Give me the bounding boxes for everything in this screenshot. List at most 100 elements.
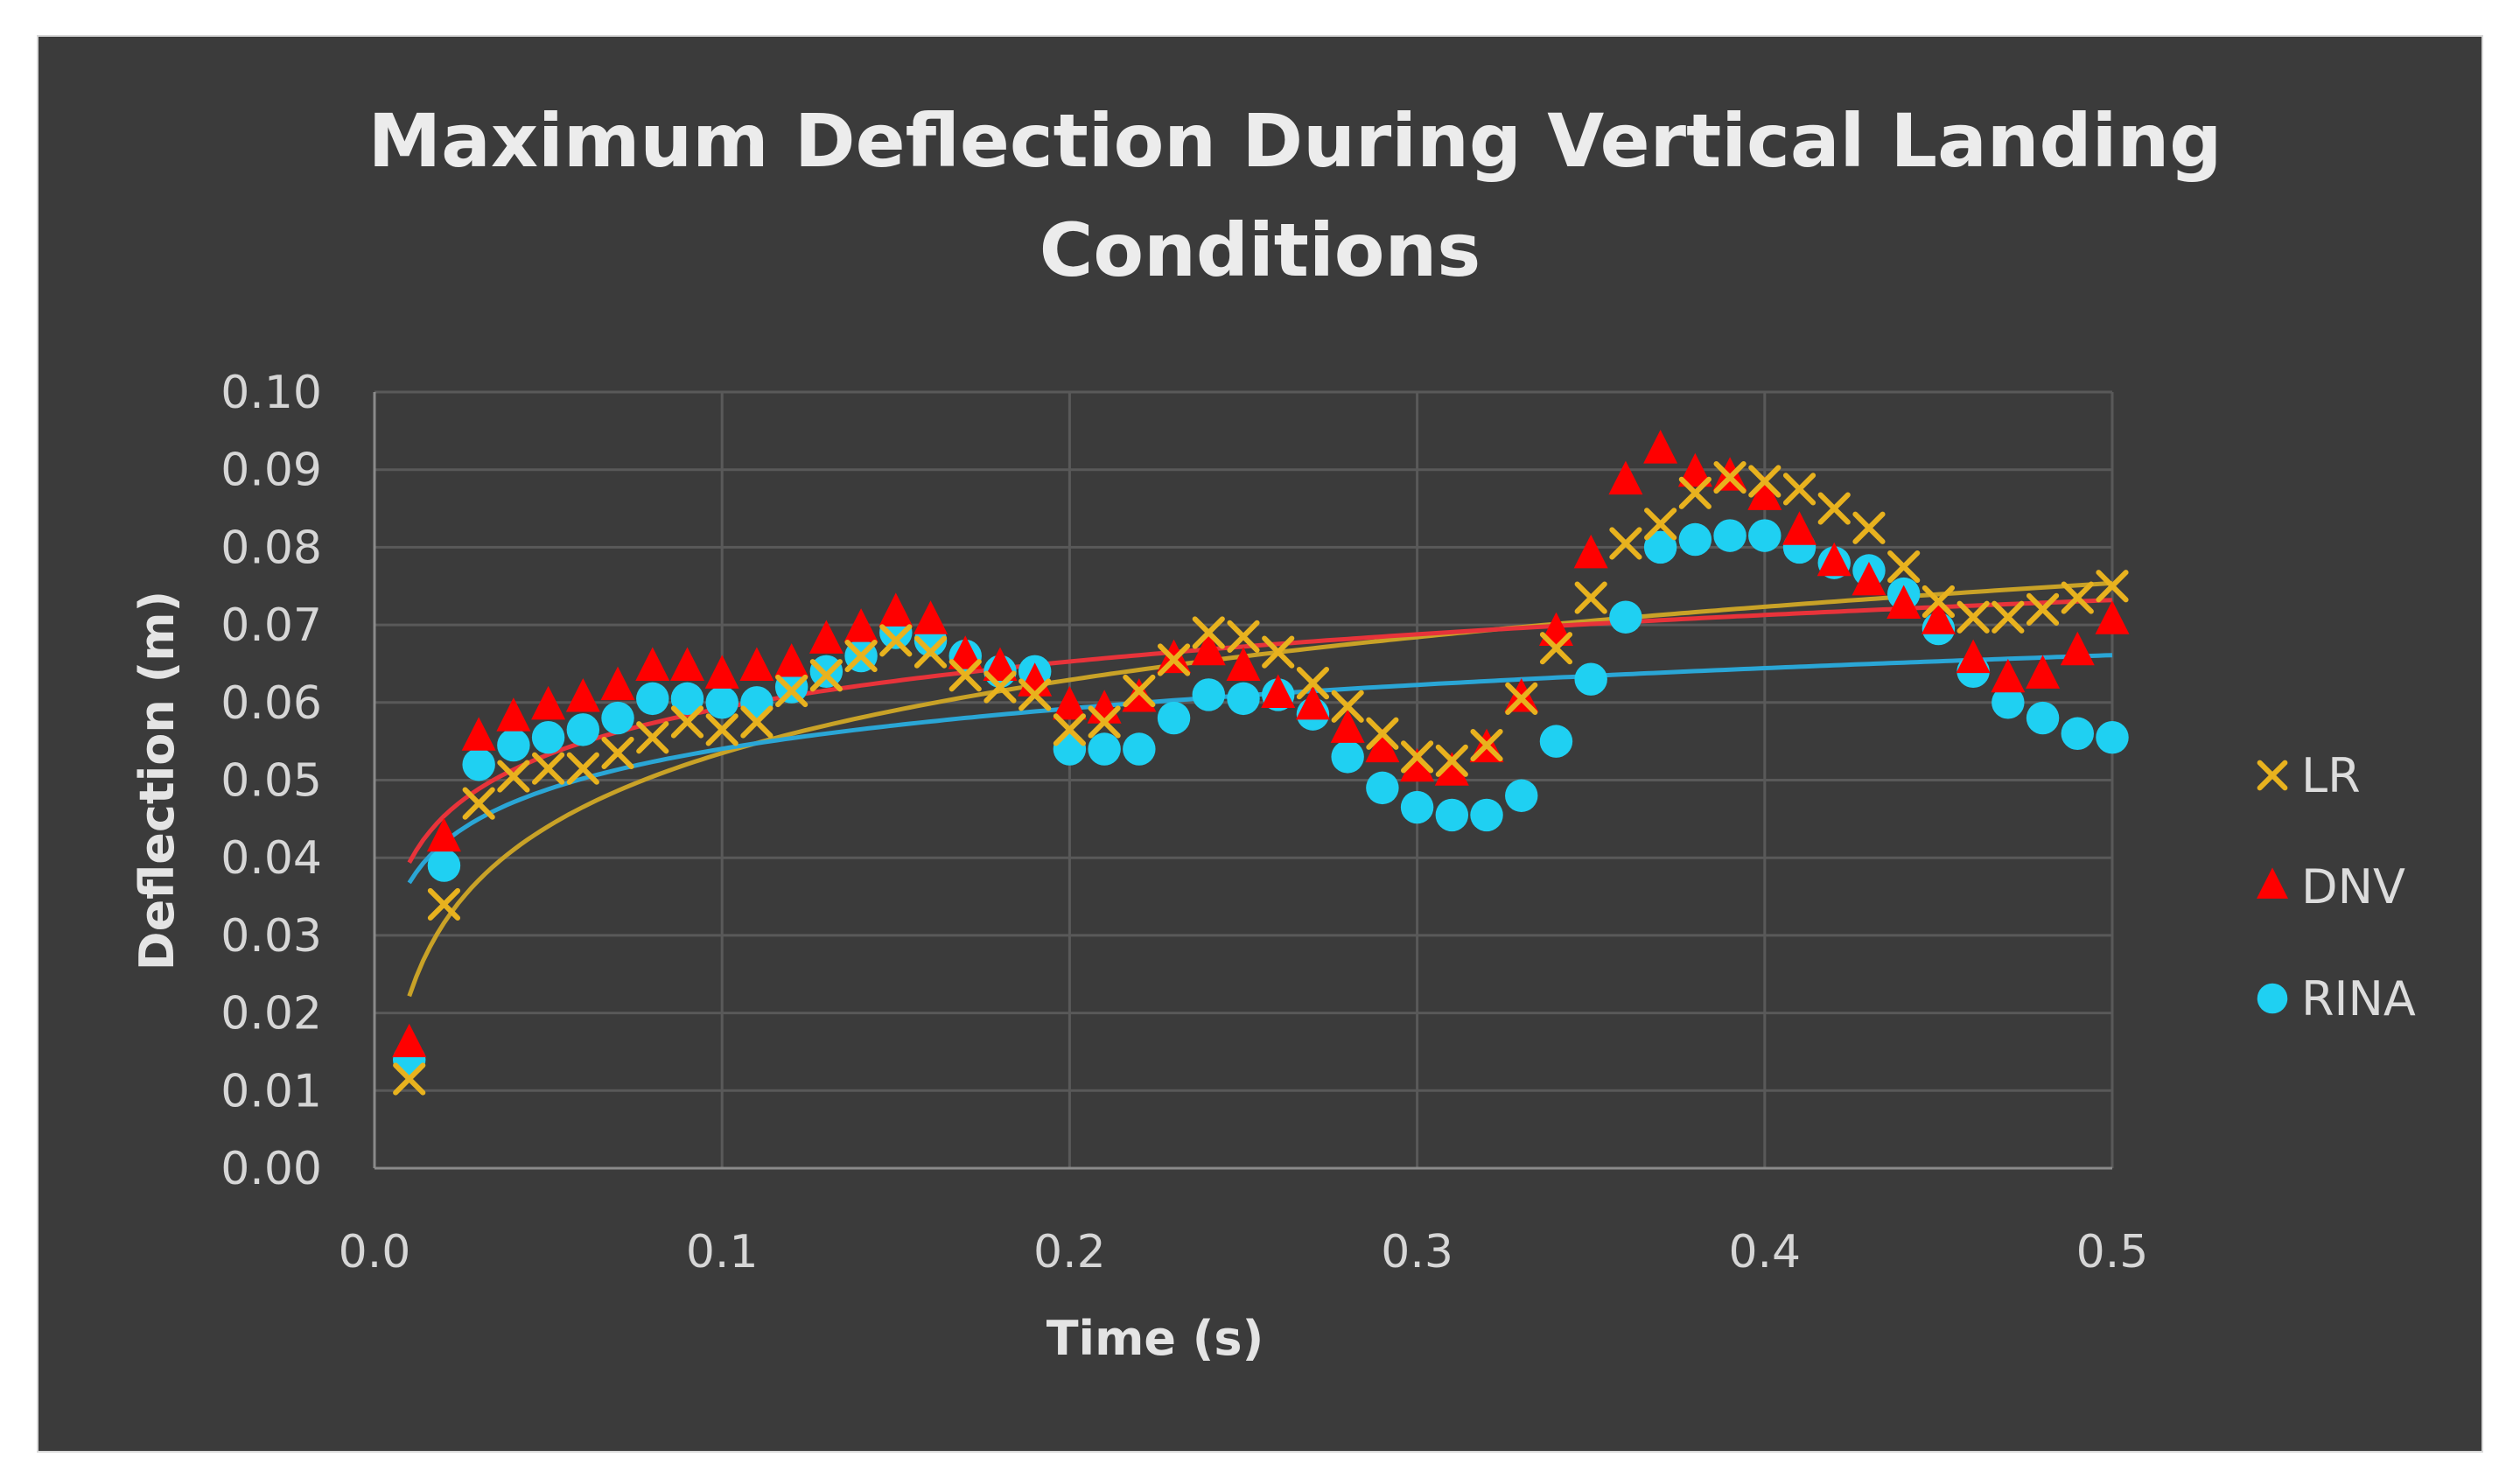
- axes: [373, 392, 2112, 1170]
- point-lr: [1018, 678, 1052, 711]
- point-rina: [427, 849, 461, 882]
- y-tick-label: 0.06: [220, 677, 322, 730]
- point-dnv: [1191, 631, 1226, 666]
- point-lr: [1505, 682, 1538, 715]
- point-lr: [844, 639, 878, 673]
- y-tick-label: 0.07: [220, 599, 322, 652]
- point-lr: [879, 624, 913, 657]
- point-lr: [636, 721, 669, 754]
- point-dnv: [600, 666, 635, 701]
- point-dnv: [1365, 728, 1400, 763]
- legend-marker-rina-icon: [2257, 983, 2288, 1014]
- point-lr: [1956, 600, 1990, 634]
- point-rina: [1574, 662, 1607, 696]
- point-rina: [1400, 790, 1434, 824]
- point-lr: [1435, 744, 1468, 777]
- point-dnv: [2026, 655, 2061, 689]
- legend-label-rina: RINA: [2301, 971, 2416, 1026]
- point-dnv: [2095, 600, 2130, 634]
- y-tick-label: 0.08: [220, 522, 322, 574]
- point-dnv: [1956, 639, 1991, 674]
- y-tick-label: 0.04: [220, 832, 322, 885]
- point-lr: [1817, 492, 1851, 525]
- point-rina: [1088, 732, 1121, 766]
- series-dnv: [392, 430, 2130, 1058]
- legend-item-rina: RINA: [2257, 971, 2416, 1026]
- point-lr: [984, 670, 1017, 704]
- point-lr: [497, 760, 530, 793]
- chart-title-line-1: Maximum Deflection During Vertical Landi…: [368, 98, 2222, 184]
- point-lr: [1782, 473, 1816, 506]
- point-rina: [1505, 779, 1538, 812]
- chart-title-line-2: Conditions: [1040, 207, 1481, 293]
- point-lr: [601, 736, 634, 770]
- point-dnv: [983, 647, 1018, 681]
- point-dnv: [1747, 476, 1782, 510]
- legend: LR DNV RINA: [2257, 748, 2416, 1026]
- point-rina: [462, 748, 495, 781]
- point-lr: [670, 705, 704, 739]
- point-lr: [914, 635, 948, 669]
- legend-label-lr: LR: [2301, 748, 2361, 803]
- x-tick-label: 0.1: [686, 1226, 759, 1278]
- point-dnv: [1330, 709, 1365, 743]
- point-dnv: [878, 592, 914, 627]
- point-lr: [1262, 635, 1295, 669]
- legend-marker-lr-icon: [2257, 760, 2288, 791]
- point-lr: [1088, 705, 1121, 739]
- point-lr: [2026, 592, 2060, 626]
- point-rina: [636, 682, 669, 716]
- legend-item-lr: LR: [2257, 748, 2361, 803]
- trendline-dnv: [407, 598, 2113, 865]
- y-axis-label: Deflection (m): [130, 591, 185, 970]
- point-rina: [1331, 740, 1364, 774]
- point-lr: [1470, 728, 1503, 762]
- point-rina: [1748, 519, 1782, 552]
- x-tick-label: 0.4: [1728, 1226, 1801, 1278]
- point-lr: [948, 659, 982, 692]
- legend-marker-dnv-icon: [2257, 867, 2288, 899]
- trendline-lr: [407, 580, 2113, 998]
- point-dnv: [1573, 534, 1608, 569]
- point-dnv: [1608, 460, 1643, 495]
- point-lr: [1366, 717, 1399, 750]
- point-rina: [2061, 717, 2094, 751]
- point-lr: [1992, 600, 2025, 634]
- point-dnv: [844, 608, 878, 642]
- point-lr: [1227, 620, 1260, 654]
- x-tick-label: 0.3: [1381, 1226, 1453, 1278]
- point-dnv: [914, 600, 948, 634]
- legend-item-dnv: DNV: [2257, 859, 2405, 914]
- point-lr: [1748, 465, 1782, 498]
- point-lr: [1574, 581, 1607, 614]
- point-rina: [1539, 725, 1573, 758]
- point-lr: [1609, 527, 1642, 560]
- y-tick-label: 0.02: [220, 988, 322, 1040]
- series-lr: [393, 460, 2129, 1096]
- x-tick-label: 0.2: [1033, 1226, 1106, 1278]
- point-rina: [1435, 798, 1469, 832]
- y-tick-label: 0.00: [220, 1143, 322, 1195]
- point-dnv: [669, 647, 704, 681]
- x-axis-label: Time (s): [1046, 1311, 1264, 1366]
- point-lr: [462, 787, 495, 820]
- point-dnv: [1434, 752, 1469, 786]
- point-lr: [1713, 460, 1746, 494]
- y-tick-labels: 0.00 0.01 0.02 0.03 0.04 0.05 0.06 0.07 0.08 0.09…: [220, 367, 322, 1195]
- point-rina: [1366, 771, 1399, 805]
- point-lr: [1852, 511, 1886, 544]
- point-rina: [1992, 686, 2025, 719]
- point-lr: [427, 887, 461, 921]
- point-dnv: [774, 643, 809, 677]
- point-lr: [1123, 674, 1156, 708]
- point-lr: [809, 659, 843, 692]
- point-rina: [1678, 522, 1712, 557]
- point-lr: [1887, 550, 1921, 584]
- point-rina: [531, 720, 565, 754]
- y-tick-label: 0.10: [220, 367, 322, 419]
- point-rina: [601, 701, 634, 735]
- x-tick-label: 0.5: [2076, 1226, 2149, 1278]
- point-rina: [2096, 720, 2129, 754]
- series-rina: [393, 519, 2129, 1076]
